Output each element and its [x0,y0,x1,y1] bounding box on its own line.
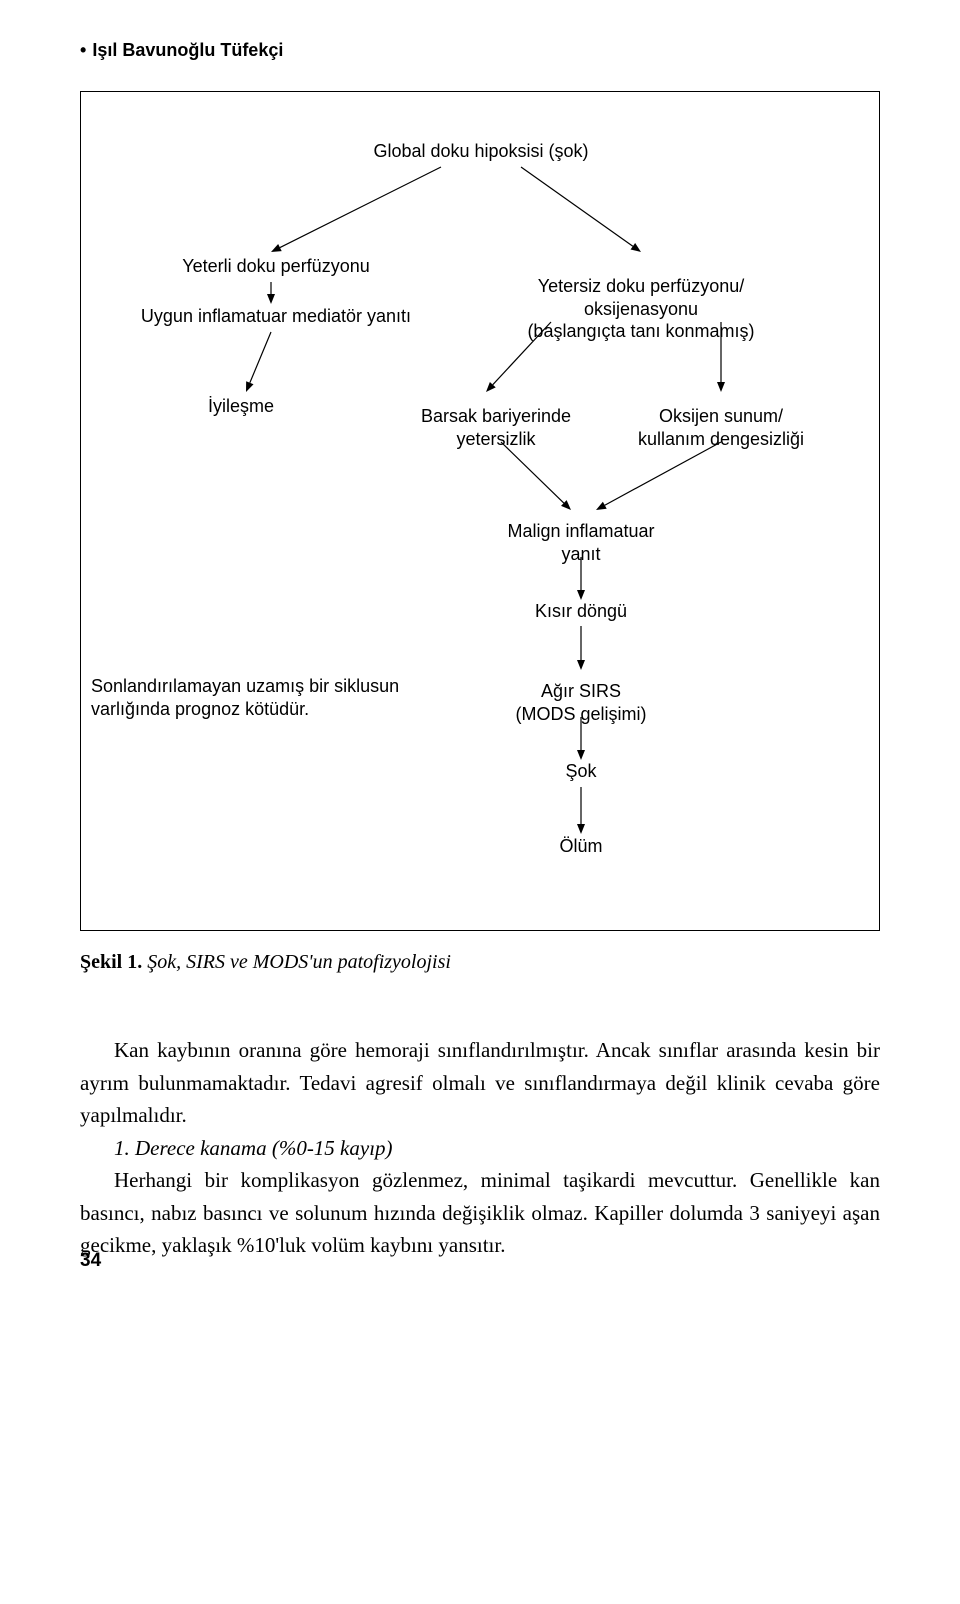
node-sirs: Ağır SIRS (MODS gelişimi) [481,680,681,725]
node-barsak: Barsak bariyerinde yetersizlik [396,405,596,450]
page-header: • Işıl Bavunoğlu Tüfekçi [80,40,880,61]
header-bullet: • [80,40,86,61]
paragraph-1: Kan kaybının oranına göre hemoraji sınıf… [80,1034,880,1132]
caption-text: Şok, SIRS ve MODS'un patofizyolojisi [147,951,451,973]
node-yeterli-perfuzyon: Yeterli doku perfüzyonu [146,255,406,278]
node-kisir-dongu: Kısır döngü [501,600,661,623]
node-malign: Malign inflamatuar yanıt [471,520,691,565]
caption-label: Şekil 1. [80,951,142,973]
node-olum: Ölüm [541,835,621,858]
node-yetersiz-perfuzyon: Yetersiz doku perfüzyonu/ oksijenasyonu … [481,275,801,343]
list-item-1: 1. Derece kanama (%0-15 kayıp) [80,1132,880,1165]
author-name: Işıl Bavunoğlu Tüfekçi [92,40,283,61]
flowchart-box: Global doku hipoksisi (şok) Yeterli doku… [80,91,880,931]
paragraph-2: Herhangi bir komplikasyon gözlenmez, min… [80,1164,880,1262]
node-iyilesme: İyileşme [181,395,301,418]
node-oksijen: Oksijen sunum/ kullanım dengesizliği [601,405,841,450]
node-uygun-mediator: Uygun inflamatuar mediatör yanıtı [116,305,436,328]
node-global-hipoksi: Global doku hipoksisi (şok) [331,140,631,163]
node-prognoz: Sonlandırılamayan uzamış bir siklusun va… [91,675,471,720]
node-sok: Şok [541,760,621,783]
page-number: 34 [80,1250,101,1272]
flowchart-arrows [81,92,881,932]
body-section: Kan kaybının oranına göre hemoraji sınıf… [80,1034,880,1262]
figure-caption: Şekil 1. Şok, SIRS ve MODS'un patofizyol… [80,951,880,974]
